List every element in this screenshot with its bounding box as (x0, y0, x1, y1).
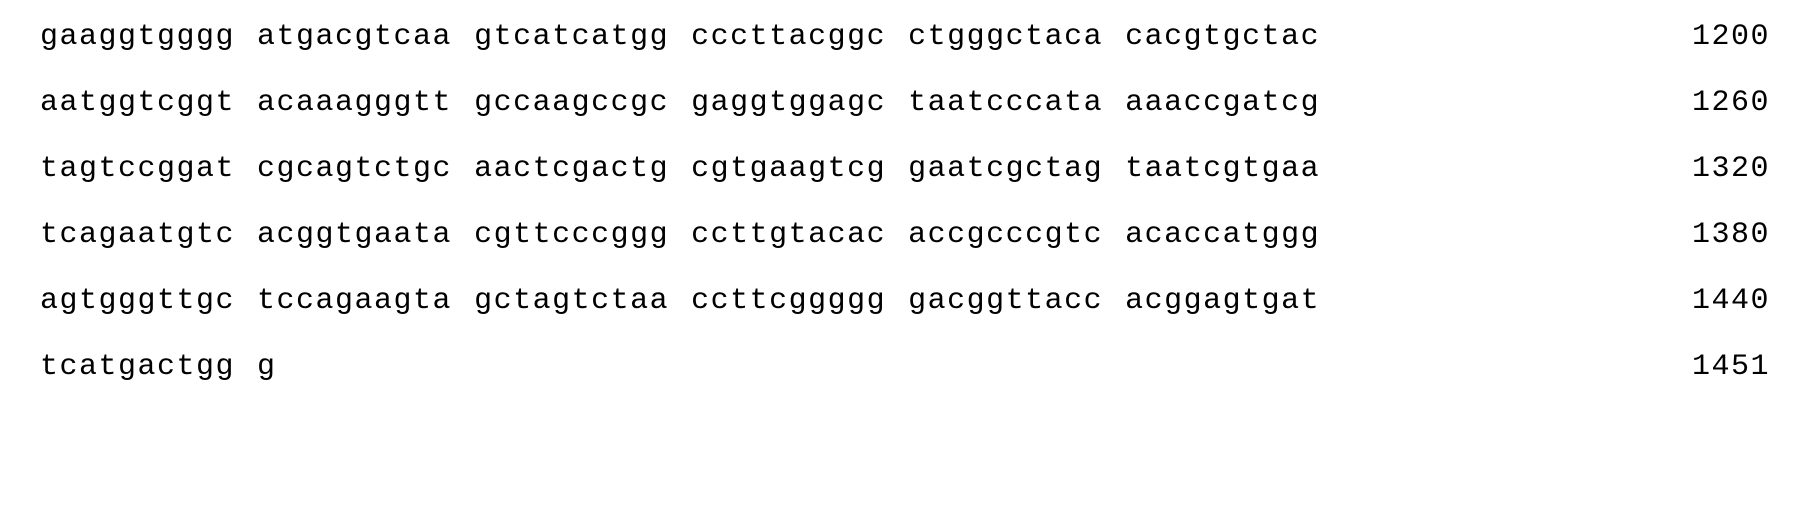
sequence-blocks: gaaggtgggg atgacgtcaa gtcatcatgg cccttac… (40, 20, 1320, 54)
sequence-block: ccttgtacac (691, 218, 886, 252)
sequence-block: aaaccgatcg (1125, 86, 1320, 120)
sequence-block: acggagtgat (1125, 284, 1320, 318)
sequence-row: agtgggttgc tccagaagta gctagtctaa ccttcgg… (40, 284, 1770, 318)
sequence-block: taatcccata (908, 86, 1103, 120)
sequence-row: gaaggtgggg atgacgtcaa gtcatcatgg cccttac… (40, 20, 1770, 54)
sequence-block: cgcagtctgc (257, 152, 452, 186)
position-number: 1200 (1652, 20, 1770, 54)
sequence-block: gacggttacc (908, 284, 1103, 318)
sequence-block: agtgggttgc (40, 284, 235, 318)
sequence-block: cgtgaagtcg (691, 152, 886, 186)
position-number: 1260 (1652, 86, 1770, 120)
position-number: 1440 (1652, 284, 1770, 318)
sequence-block: atgacgtcaa (257, 20, 452, 54)
sequence-block: ctgggctaca (908, 20, 1103, 54)
sequence-block: aactcgactg (474, 152, 669, 186)
sequence-row: tcagaatgtc acggtgaata cgttcccggg ccttgta… (40, 218, 1770, 252)
sequence-block: cgttcccggg (474, 218, 669, 252)
sequence-row: tcatgactgg g 1451 (40, 350, 1770, 384)
sequence-blocks: agtgggttgc tccagaagta gctagtctaa ccttcgg… (40, 284, 1320, 318)
sequence-block: aatggtcggt (40, 86, 235, 120)
sequence-block: acaaagggtt (257, 86, 452, 120)
sequence-block: tcagaatgtc (40, 218, 235, 252)
sequence-block: taatcgtgaa (1125, 152, 1320, 186)
sequence-row: tagtccggat cgcagtctgc aactcgactg cgtgaag… (40, 152, 1770, 186)
sequence-block: cacgtgctac (1125, 20, 1320, 54)
sequence-block: tcatgactgg (40, 350, 235, 384)
position-number: 1380 (1652, 218, 1770, 252)
sequence-blocks: tcagaatgtc acggtgaata cgttcccggg ccttgta… (40, 218, 1320, 252)
sequence-block: acaccatggg (1125, 218, 1320, 252)
sequence-block: acggtgaata (257, 218, 452, 252)
position-number: 1320 (1652, 152, 1770, 186)
sequence-blocks: tagtccggat cgcagtctgc aactcgactg cgtgaag… (40, 152, 1320, 186)
sequence-block: g (257, 350, 277, 384)
sequence-block: cccttacggc (691, 20, 886, 54)
position-number: 1451 (1652, 350, 1770, 384)
sequence-block: gaggtggagc (691, 86, 886, 120)
sequence-row: aatggtcggt acaaagggtt gccaagccgc gaggtgg… (40, 86, 1770, 120)
sequence-block: gctagtctaa (474, 284, 669, 318)
sequence-block: tagtccggat (40, 152, 235, 186)
sequence-block: gtcatcatgg (474, 20, 669, 54)
sequence-block: accgcccgtc (908, 218, 1103, 252)
sequence-blocks: tcatgactgg g (40, 350, 277, 384)
sequence-block: gccaagccgc (474, 86, 669, 120)
sequence-block: ccttcggggg (691, 284, 886, 318)
sequence-blocks: aatggtcggt acaaagggtt gccaagccgc gaggtgg… (40, 86, 1320, 120)
sequence-listing: gaaggtgggg atgacgtcaa gtcatcatgg cccttac… (40, 20, 1770, 384)
sequence-block: gaatcgctag (908, 152, 1103, 186)
sequence-block: gaaggtgggg (40, 20, 235, 54)
sequence-block: tccagaagta (257, 284, 452, 318)
